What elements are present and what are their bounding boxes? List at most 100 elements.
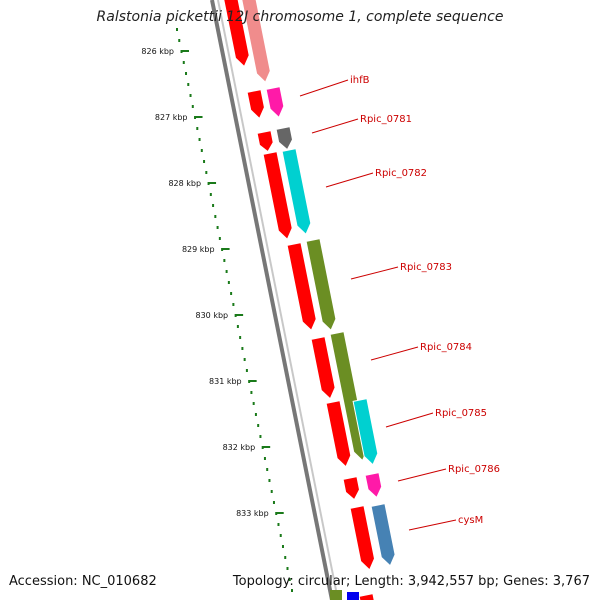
gene-leader-line (325, 172, 374, 188)
cds-arrow (310, 336, 336, 400)
minor-tick (225, 270, 228, 273)
minor-tick (205, 171, 208, 174)
gene-label-rpic_0784: Rpic_0784 (420, 342, 472, 353)
gene-leader-line (370, 346, 419, 361)
gene-leader-line (311, 118, 359, 134)
gene-label-rpic_0782: Rpic_0782 (375, 168, 427, 179)
minor-tick (218, 237, 221, 240)
minor-tick (178, 39, 181, 42)
gene-arrow-ihfb (265, 86, 285, 119)
gene-arrow-rpic_0782 (281, 148, 312, 236)
minor-tick (239, 336, 242, 339)
gene-label-rpic_0785: Rpic_0785 (435, 408, 487, 419)
gene-leader-line (350, 266, 399, 280)
minor-tick (241, 347, 244, 350)
gene-label-layer: ihfB Rpic_0781 Rpic_0782 Rpic_0783 Rpic_0784… (299, 75, 500, 531)
kbp-tick-label: 826 kbp (141, 47, 174, 56)
minor-tick (212, 204, 215, 207)
minor-tick (189, 94, 192, 97)
minor-tick (254, 413, 257, 416)
gene-label-rpic_0783: Rpic_0783 (400, 262, 452, 273)
gene-arrow-partial-bottom-blue (347, 592, 359, 600)
map-title: Ralstonia pickettii 12J chromosome 1, co… (96, 9, 504, 25)
minor-tick (268, 479, 271, 482)
cds-arrow (325, 400, 352, 468)
minor-tick (176, 28, 178, 31)
minor-tick (203, 160, 206, 163)
kbp-tick-label: 828 kbp (168, 179, 201, 188)
cds-arrow (223, 0, 250, 68)
minor-tick (245, 369, 248, 372)
kbp-tick-label: 827 kbp (155, 113, 188, 122)
cds-arrow (256, 130, 274, 153)
gene-label-rpic_0781: Rpic_0781 (360, 114, 412, 125)
minor-tick (223, 259, 226, 262)
minor-tick (286, 567, 289, 570)
gene-arrow-rpic_0786 (364, 472, 383, 499)
minor-tick (263, 457, 266, 460)
minor-tick (185, 72, 188, 75)
gene-label-cysm: cysM (458, 515, 483, 526)
cds-arrow (342, 476, 361, 501)
minor-tick (279, 534, 282, 537)
minor-tick (196, 127, 199, 130)
gene-track (241, 0, 396, 600)
minor-tick (232, 303, 235, 306)
minor-tick (209, 193, 212, 196)
gene-arrow-rpic_0785 (352, 398, 379, 466)
gene-arrow-rpic_0783 (305, 238, 337, 332)
minor-tick (191, 105, 194, 108)
kbp-tick-track: 826 kbp 827 kbp 828 kbp 829 kbp 830 kbp 831 k… (141, 28, 294, 592)
minor-tick (281, 545, 284, 548)
minor-tick (277, 523, 280, 526)
minor-tick (272, 501, 275, 504)
minor-tick (198, 138, 201, 141)
minor-tick (250, 391, 253, 394)
cds-arrow (286, 242, 317, 332)
gene-leader-line (408, 519, 457, 531)
cds-arrow (349, 505, 376, 571)
cds-arrow (246, 89, 265, 120)
minor-tick (182, 61, 185, 64)
gene-arrow-cysm (370, 503, 396, 567)
kbp-tick-label: 830 kbp (196, 311, 229, 320)
gene-arrow-rpic_0781 (275, 126, 294, 151)
kbp-tick-label: 829 kbp (182, 245, 215, 254)
minor-tick (257, 424, 260, 427)
kbp-tick-label: 833 kbp (236, 509, 269, 518)
minor-tick (288, 578, 291, 581)
cds-track (223, 0, 376, 600)
gene-leader-line (299, 79, 349, 97)
backbone-line-inner (217, 0, 340, 600)
minor-tick (214, 215, 217, 218)
minor-tick (236, 325, 239, 328)
minor-tick (259, 435, 262, 438)
backbone-line-outer (210, 0, 335, 600)
kbp-tick-label: 832 kbp (223, 443, 256, 452)
minor-tick (270, 490, 273, 493)
gene-leader-line (385, 412, 434, 428)
minor-tick (284, 556, 287, 559)
minor-tick (200, 149, 203, 152)
gene-label-rpic_0786: Rpic_0786 (448, 464, 500, 475)
minor-tick (216, 226, 219, 229)
minor-tick (243, 358, 246, 361)
minor-tick (266, 468, 269, 471)
gene-leader-line (397, 468, 447, 482)
minor-tick (252, 402, 255, 405)
gene-arrow-partial-bottom (330, 590, 342, 600)
minor-tick (230, 292, 233, 295)
minor-tick (227, 281, 230, 284)
accession-text: Accession: NC_010682 (9, 574, 157, 589)
chromosome-backbone (210, 0, 340, 600)
minor-tick (291, 589, 294, 592)
cds-arrow (358, 593, 375, 600)
minor-tick (187, 83, 190, 86)
gene-arrow-partial (241, 0, 271, 84)
gene-label-ihfb: ihfB (350, 75, 370, 86)
sequence-stats-text: Topology: circular; Length: 3,942,557 bp… (232, 574, 590, 589)
kbp-tick-label: 831 kbp (209, 377, 242, 386)
cds-arrow (262, 151, 293, 241)
